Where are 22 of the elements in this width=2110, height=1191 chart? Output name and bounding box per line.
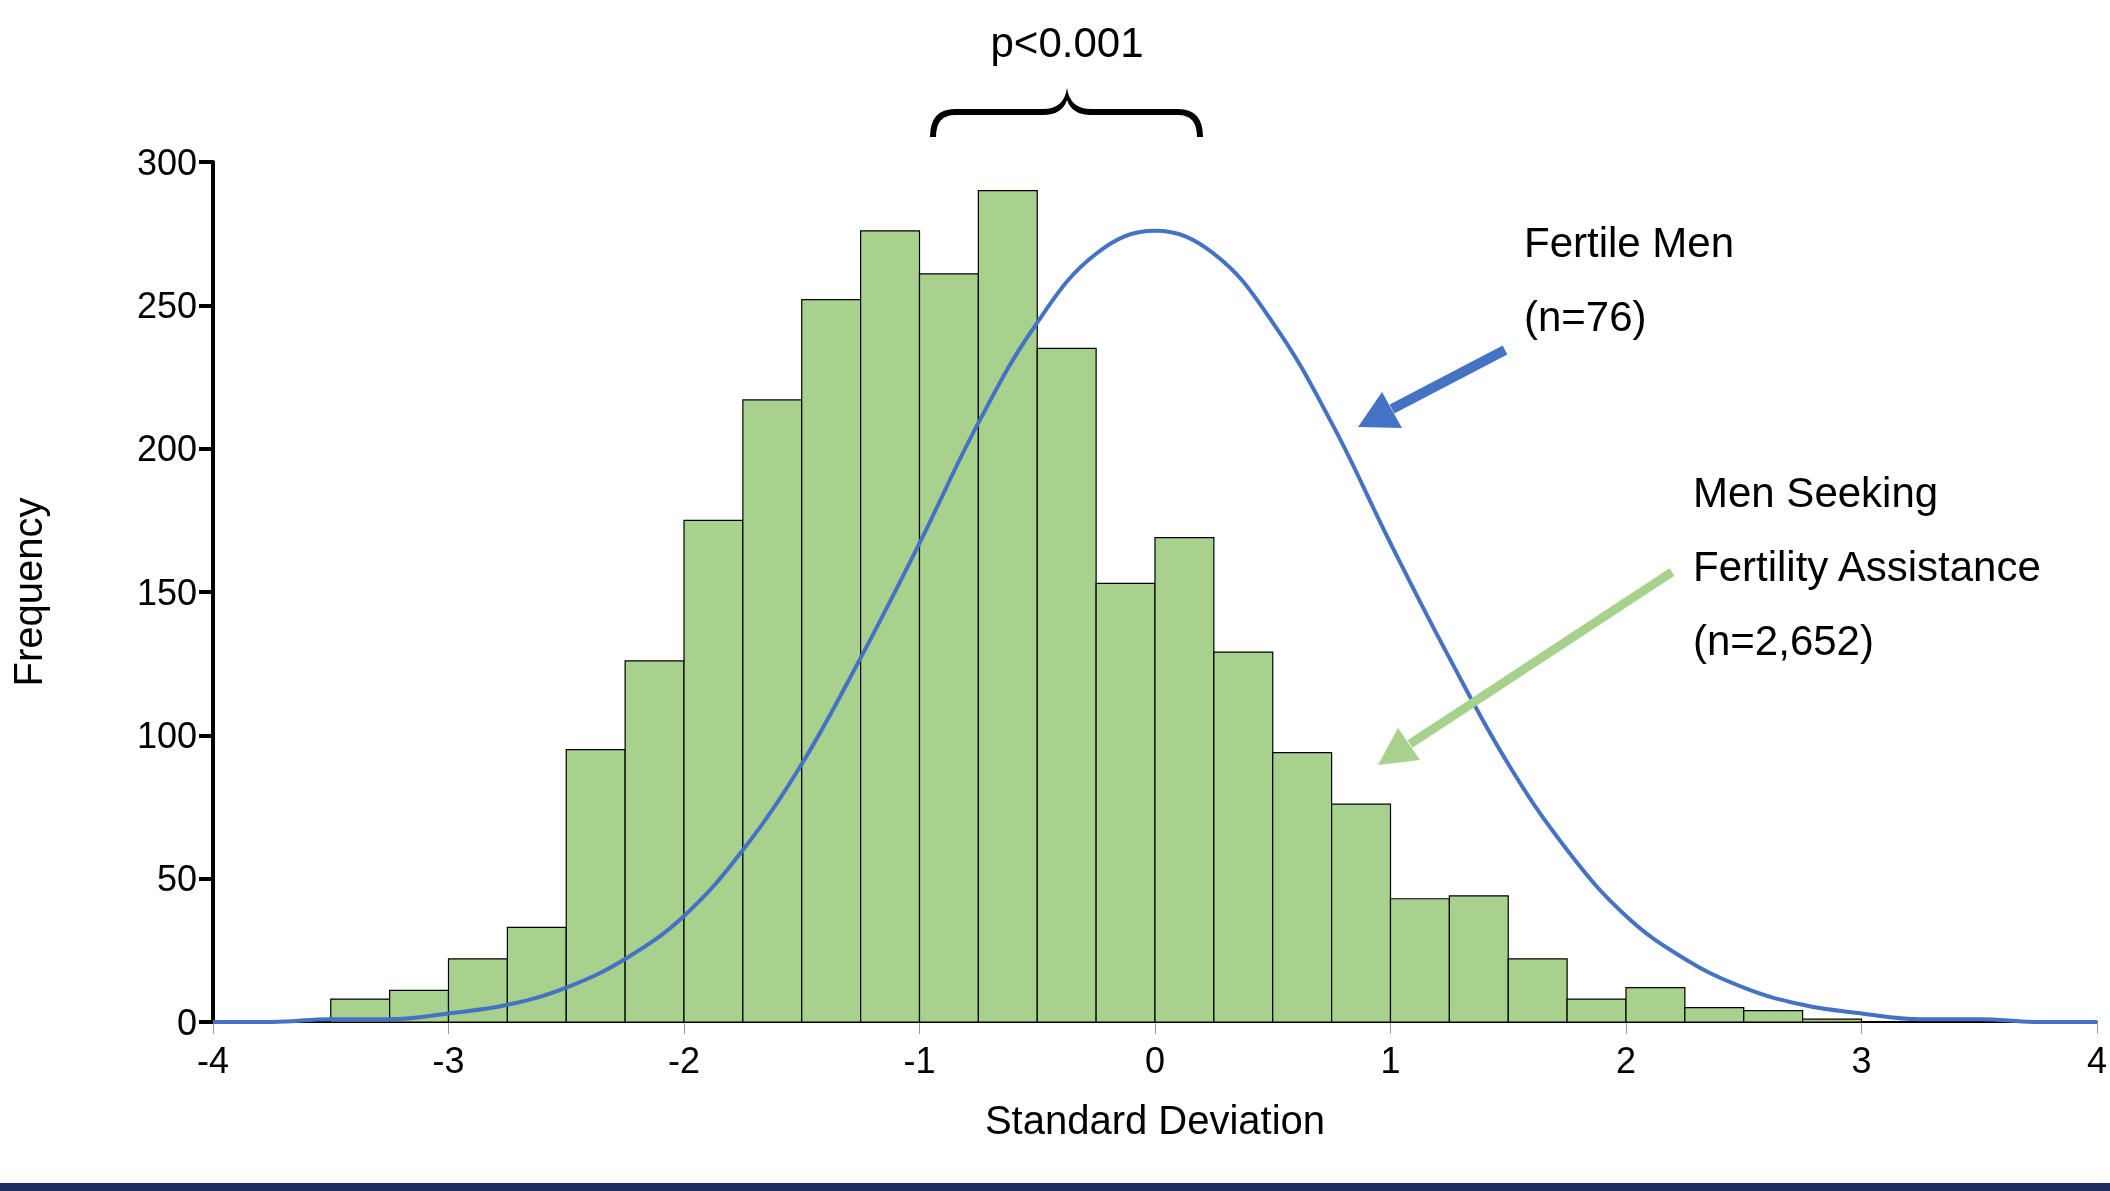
x-tick-label: 1 (1380, 1039, 1401, 1081)
text: p<0.001 (990, 18, 1144, 66)
annotation: Men Seeking Fertility Assistance (n=2,652) (1693, 468, 2041, 664)
x-tick-label: -3 (432, 1039, 465, 1081)
x-tick-label: 3 (1851, 1039, 1872, 1081)
y-tick-label: 50 (156, 858, 197, 900)
y-tick-label: 150 (136, 571, 197, 613)
x-axis-title: Standard Deviation (984, 1098, 1326, 1142)
y-tick-label: 300 (136, 141, 197, 183)
annotation: Fertile Men (n=76) (1524, 218, 1735, 340)
x-tick-label: -4 (196, 1039, 230, 1081)
y-tick-label: 0 (176, 1001, 197, 1043)
y-tick-label: 250 (136, 284, 197, 326)
y-tick-label: 200 (136, 428, 197, 470)
line-series (211, 228, 2099, 1024)
x-tick-label: -1 (903, 1039, 936, 1081)
x-tick-label: 0 (1144, 1039, 1166, 1081)
x-tick-label: 2 (1615, 1039, 1637, 1081)
y-axis-title: Frequency (6, 497, 50, 687)
x-tick-label: -2 (667, 1039, 701, 1081)
x-tick-label: 4 (2086, 1039, 2107, 1081)
y-tick-label: 100 (136, 714, 197, 756)
